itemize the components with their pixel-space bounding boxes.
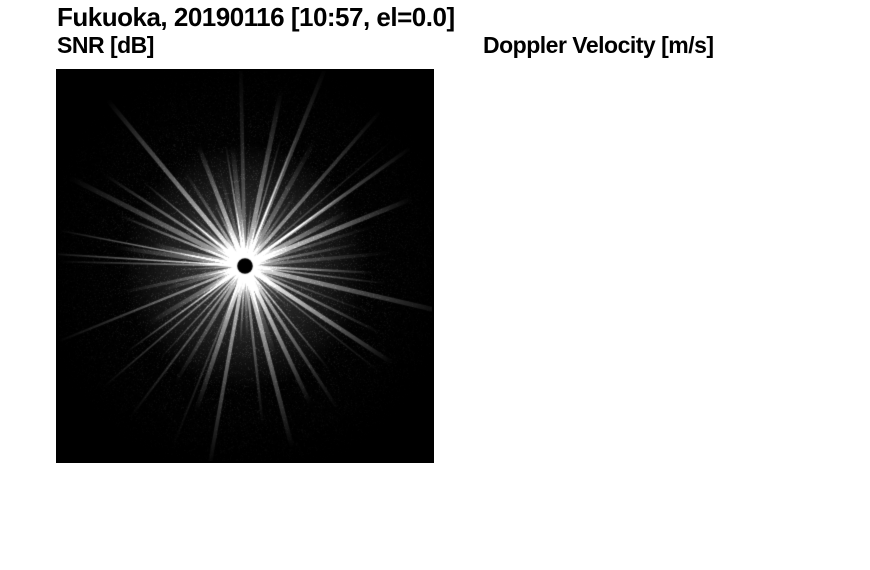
snr-axes-frame: [56, 69, 434, 463]
page-title: Fukuoka, 20190116 [10:57, el=0.0]: [57, 2, 455, 32]
snr-panel-title: SNR [dB]: [57, 32, 154, 58]
snr-field-image: [56, 69, 434, 463]
doppler-panel-title: Doppler Velocity [m/s]: [483, 32, 714, 58]
snr-panel: [56, 69, 434, 463]
